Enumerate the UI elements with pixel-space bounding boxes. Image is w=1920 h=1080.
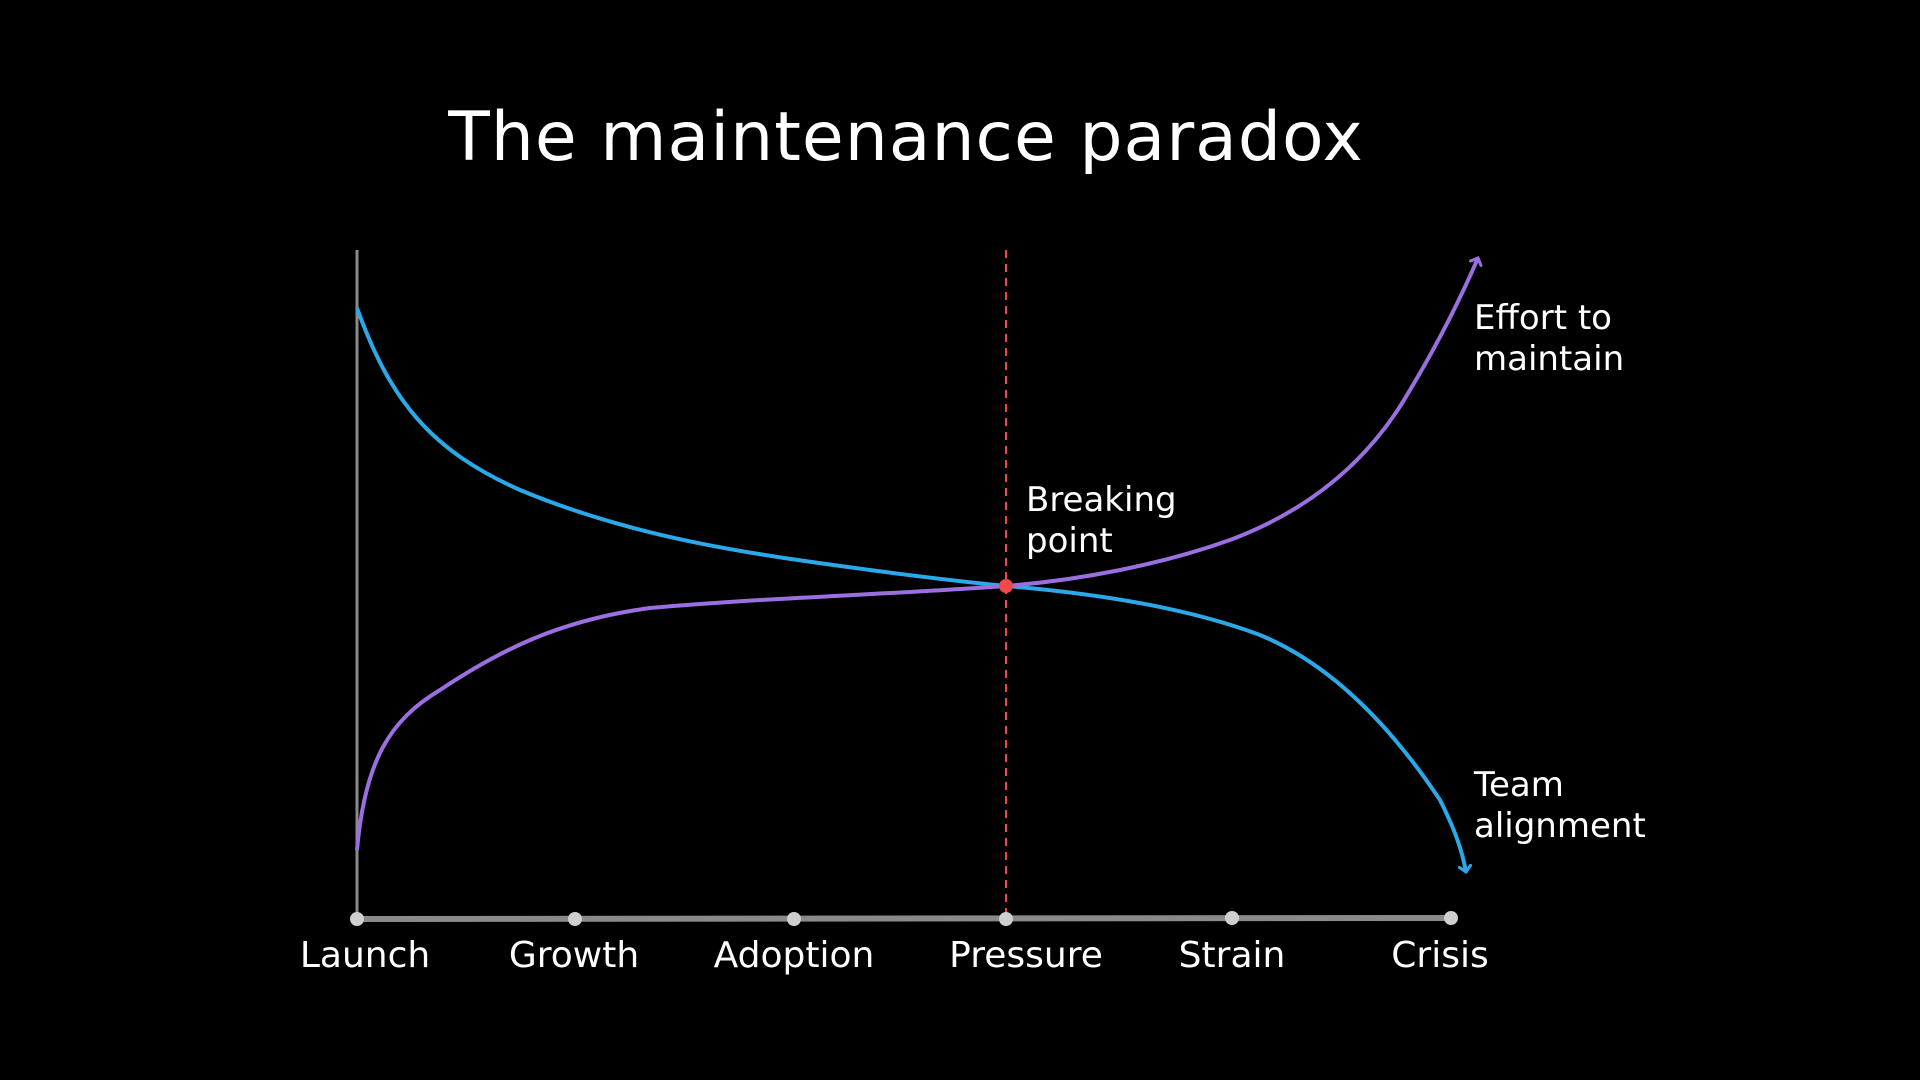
x-label-adoption: Adoption	[713, 935, 875, 976]
tick-strain	[1225, 911, 1239, 925]
x-label-launch: Launch	[299, 935, 431, 976]
tick-crisis	[1444, 911, 1458, 925]
x-label-pressure: Pressure	[949, 935, 1103, 976]
breaking-point-dot	[999, 579, 1013, 593]
breaking-point-label: Breaking point	[1026, 480, 1177, 561]
tick-launch	[350, 912, 364, 926]
effort-to-maintain-curve	[355, 258, 1478, 851]
team-alignment-curve	[355, 307, 1466, 872]
team-alignment-label: Team alignment	[1474, 765, 1646, 846]
effort-to-maintain-label: Effort to maintain	[1474, 298, 1625, 379]
x-label-growth: Growth	[508, 935, 640, 976]
x-label-strain: Strain	[1178, 935, 1286, 976]
chart-title: The maintenance paradox	[448, 98, 1364, 177]
x-axis	[356, 915, 1452, 922]
tick-adoption	[787, 912, 801, 926]
tick-pressure	[999, 912, 1013, 926]
x-label-crisis: Crisis	[1391, 935, 1489, 976]
tick-growth	[568, 912, 582, 926]
